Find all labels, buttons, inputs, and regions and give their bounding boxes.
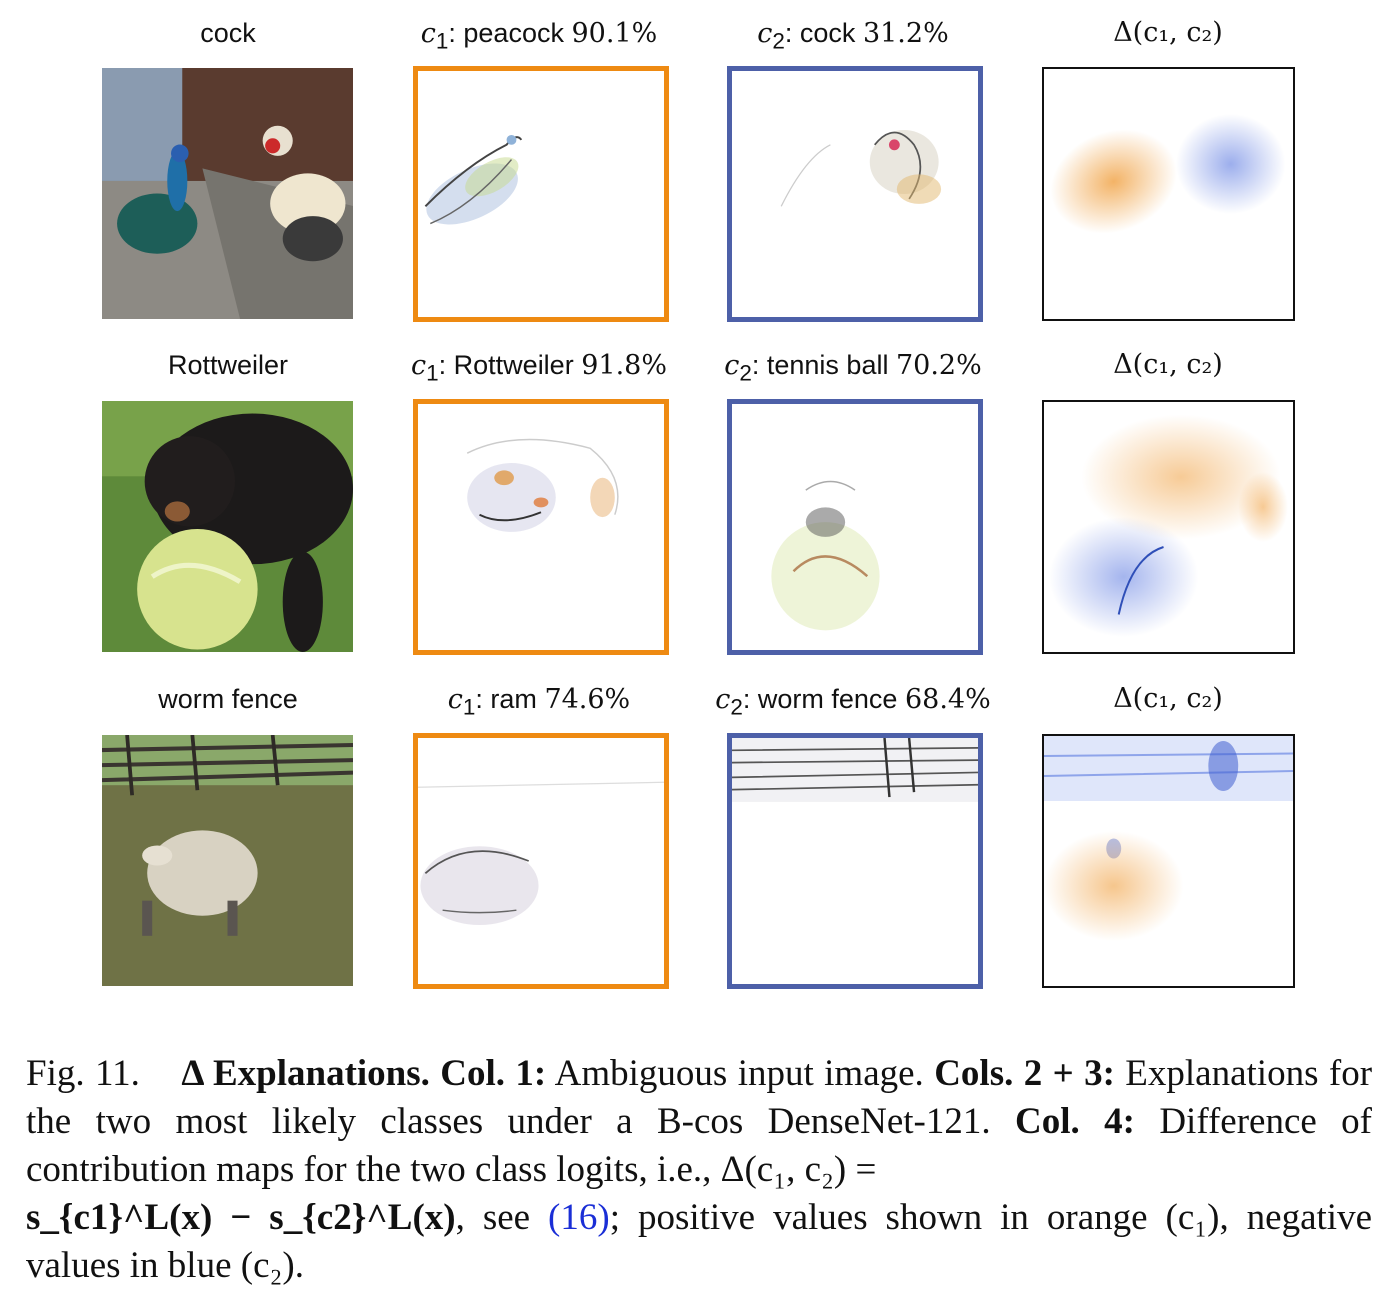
- delta-map-row1: [1042, 67, 1295, 321]
- figure-caption: Fig. 11. Δ Explanations. Col. 1: Ambiguo…: [26, 1050, 1372, 1290]
- c1-explanation-rottweiler: [413, 399, 669, 655]
- input-image-worm-fence: [102, 735, 353, 986]
- c1-explanation-peacock: [413, 66, 669, 322]
- input-image-cock: [102, 68, 353, 319]
- c1-label-row3: c1: ram 74.6%: [447, 684, 631, 720]
- c2-explanation-cock: [727, 66, 983, 322]
- caption-cols23-label: Cols. 2 + 3:: [934, 1053, 1115, 1094]
- delta-map-row2: [1042, 400, 1295, 654]
- delta-label-row1: Δ(c₁, c₂): [1113, 17, 1223, 48]
- caption-see: , see: [455, 1197, 531, 1238]
- c1-explanation-ram: [413, 733, 669, 989]
- caption-fig-number: Fig. 11.: [26, 1053, 140, 1094]
- c1-label-row2: c1: Rottweiler 91.8%: [411, 350, 667, 386]
- caption-col1-label: Col. 1:: [440, 1053, 547, 1094]
- input-label-row3: worm fence: [158, 684, 298, 714]
- delta-label-row2: Δ(c₁, c₂): [1113, 349, 1223, 380]
- caption-formula: s_{c1}^L(x) − s_{c2}^L(x): [26, 1197, 456, 1238]
- caption-title: Δ Explanations.: [181, 1053, 430, 1094]
- c1-label-row1: c1: peacock 90.1%: [420, 18, 658, 54]
- c2-explanation-worm-fence: [727, 733, 983, 989]
- input-label-row1: cock: [200, 18, 256, 48]
- equation-reference-link[interactable]: (16): [548, 1197, 610, 1238]
- input-image-rottweiler: [102, 401, 353, 652]
- c2-label-row2: c2: tennis ball 70.2%: [724, 350, 982, 386]
- c2-label-row3: c2: worm fence 68.4%: [715, 684, 991, 720]
- delta-map-row3: [1042, 734, 1295, 988]
- input-label-row2: Rottweiler: [167, 350, 289, 380]
- caption-col4-label: Col. 4:: [1014, 1101, 1135, 1142]
- caption-col4-text: Difference of contribution maps for the …: [26, 1101, 1372, 1190]
- delta-label-row3: Δ(c₁, c₂): [1113, 683, 1223, 714]
- caption-col1-text: Ambiguous input image.: [554, 1053, 924, 1094]
- c2-explanation-tennis-ball: [727, 399, 983, 655]
- c2-label-row1: c2: cock 31.2%: [757, 18, 949, 54]
- caption-rest: ; positive values shown in orange (c₁), …: [26, 1197, 1373, 1286]
- caption-cols23-text: Explanations for the two most likely cla…: [26, 1053, 1373, 1142]
